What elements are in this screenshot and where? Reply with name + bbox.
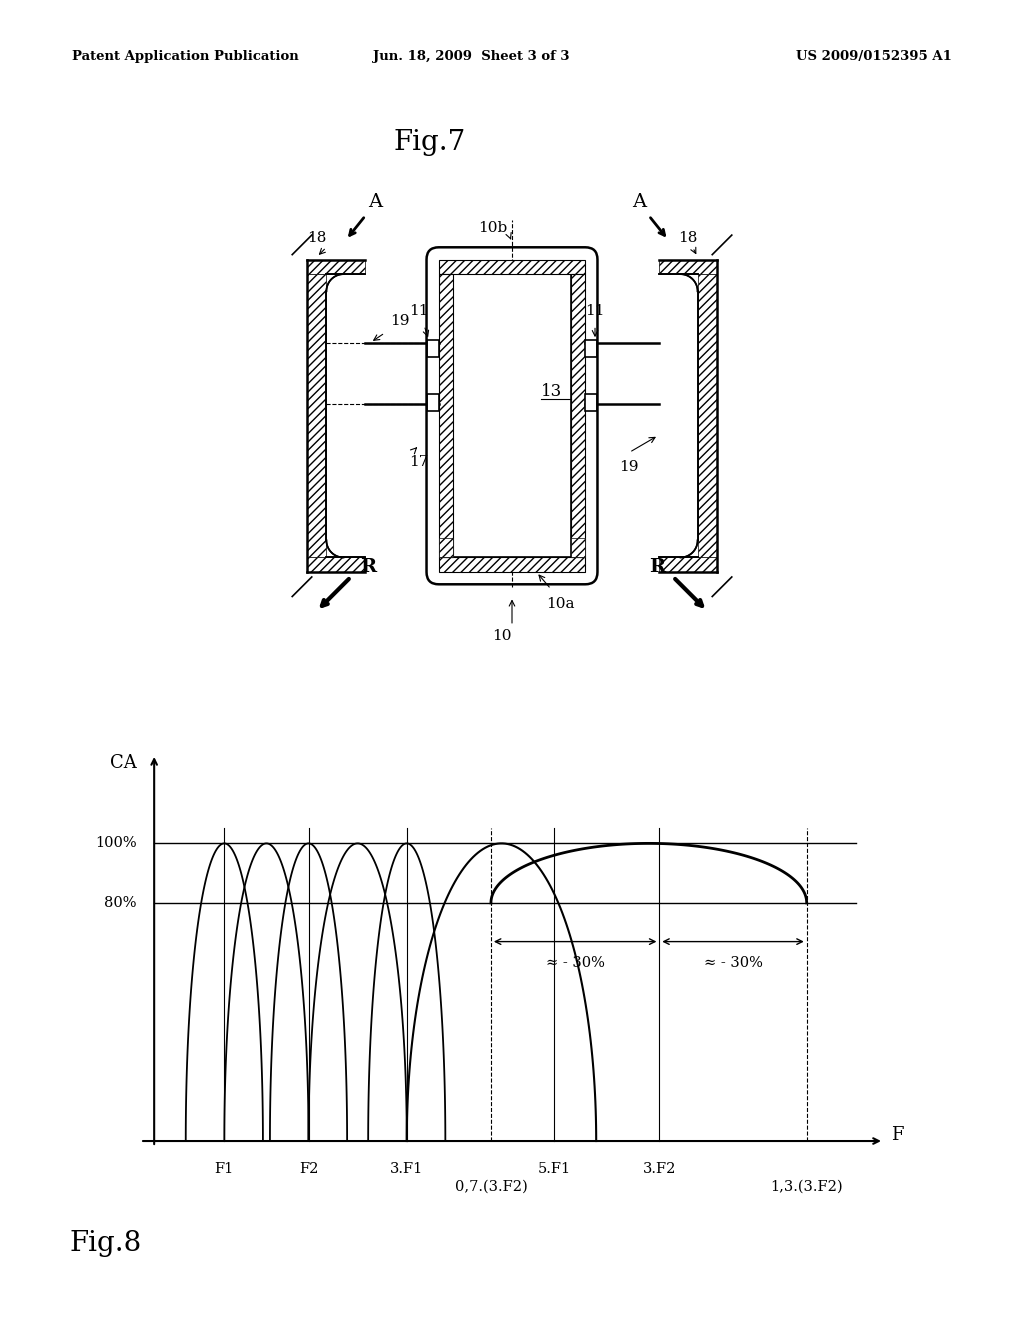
Bar	[658, 260, 717, 275]
Text: 18: 18	[678, 231, 697, 244]
Bar	[658, 557, 717, 572]
Text: 18: 18	[307, 231, 327, 244]
Text: Fig.8: Fig.8	[70, 1230, 141, 1257]
Text: 11: 11	[410, 304, 429, 318]
Bar	[427, 341, 438, 358]
Bar	[454, 275, 570, 557]
Bar	[307, 260, 366, 275]
Text: CA: CA	[110, 754, 136, 772]
Bar	[586, 393, 597, 411]
Text: A: A	[369, 193, 382, 211]
Bar	[307, 557, 366, 572]
Text: 19: 19	[390, 314, 410, 327]
Text: 80%: 80%	[104, 896, 136, 909]
Bar	[438, 260, 586, 275]
Text: 0,7.(3.F2): 0,7.(3.F2)	[455, 1180, 527, 1193]
Text: ≈ - 30%: ≈ - 30%	[546, 957, 604, 970]
Bar	[570, 275, 586, 557]
Text: Jun. 18, 2009  Sheet 3 of 3: Jun. 18, 2009 Sheet 3 of 3	[373, 50, 569, 62]
Text: 10b: 10b	[478, 220, 507, 235]
Text: ≈ - 30%: ≈ - 30%	[703, 957, 763, 970]
Text: 10a: 10a	[546, 597, 574, 611]
Text: A: A	[632, 193, 646, 211]
Text: R: R	[649, 558, 665, 576]
Text: 3.F2: 3.F2	[643, 1162, 676, 1176]
Text: 13: 13	[542, 383, 562, 400]
Bar	[586, 341, 597, 358]
Text: 10: 10	[493, 628, 512, 643]
Text: 17: 17	[410, 455, 429, 469]
Text: F1: F1	[215, 1162, 233, 1176]
Text: 11: 11	[586, 304, 605, 318]
Bar	[438, 557, 586, 572]
Bar	[697, 275, 717, 557]
Text: F: F	[891, 1126, 903, 1144]
Bar	[427, 393, 438, 411]
Bar	[307, 275, 327, 557]
Text: US 2009/0152395 A1: US 2009/0152395 A1	[797, 50, 952, 62]
Text: 100%: 100%	[95, 837, 136, 850]
Text: 5.F1: 5.F1	[538, 1162, 570, 1176]
Bar	[438, 275, 454, 557]
Text: 19: 19	[620, 459, 639, 474]
Text: 1,3.(3.F2): 1,3.(3.F2)	[770, 1180, 843, 1193]
Text: Fig.7: Fig.7	[394, 129, 466, 156]
Text: R: R	[360, 558, 377, 576]
Bar	[570, 537, 586, 557]
Bar	[438, 537, 454, 557]
Text: 3.F1: 3.F1	[390, 1162, 423, 1176]
Text: Patent Application Publication: Patent Application Publication	[72, 50, 298, 62]
Text: F2: F2	[299, 1162, 318, 1176]
